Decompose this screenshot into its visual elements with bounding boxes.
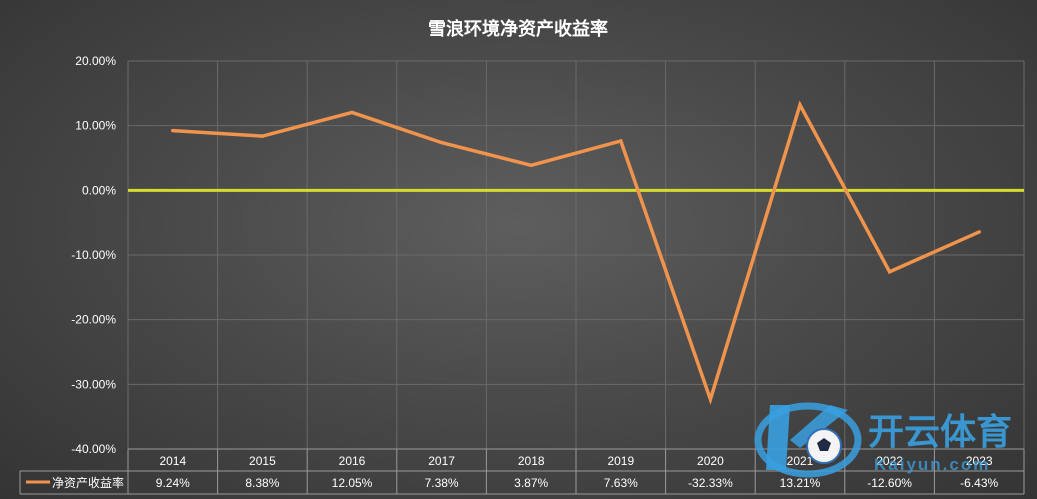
x-tick-label: 2020 bbox=[697, 454, 724, 468]
data-label: 8.38% bbox=[245, 476, 279, 490]
data-point bbox=[529, 163, 533, 167]
watermark-main-text: 开云体育 bbox=[868, 412, 1012, 453]
soccer-ball-patch bbox=[817, 438, 831, 451]
data-label: 7.38% bbox=[425, 476, 459, 490]
grid-lines bbox=[127, 60, 1025, 450]
data-label: -32.33% bbox=[688, 476, 733, 490]
y-tick-label: 10.00% bbox=[75, 119, 116, 133]
y-tick-label: 20.00% bbox=[75, 54, 116, 68]
legend-label: 净资产收益率 bbox=[52, 475, 124, 490]
data-label: 12.05% bbox=[332, 476, 373, 490]
data-point bbox=[798, 103, 802, 107]
logo-k-stem bbox=[766, 405, 790, 470]
data-label: 3.87% bbox=[514, 476, 548, 490]
data-point bbox=[708, 397, 713, 402]
x-tick-label: 2016 bbox=[339, 454, 366, 468]
y-tick-label: -30.00% bbox=[71, 377, 116, 391]
logo-k-arm bbox=[790, 405, 848, 448]
watermark-sub-text: Kaiyun.com bbox=[874, 455, 990, 474]
y-tick-label: -20.00% bbox=[71, 313, 116, 327]
data-point bbox=[260, 134, 264, 138]
data-point bbox=[171, 128, 175, 133]
x-tick-label: 2014 bbox=[159, 454, 186, 468]
x-tick-label: 2021 bbox=[787, 454, 814, 468]
data-point bbox=[619, 139, 623, 143]
y-axis: 20.00% 10.00% 0.00% -10.00% -20.00% -30.00% -4… bbox=[71, 54, 116, 456]
data-point bbox=[440, 141, 444, 145]
data-label: -6.43% bbox=[960, 476, 998, 490]
data-label: -12.60% bbox=[867, 476, 912, 490]
data-table: 2014 2015 2016 2017 2018 2019 2020 2021 2022 2023… bbox=[19, 448, 1025, 495]
data-label: 13.21% bbox=[780, 476, 821, 490]
x-tick-label: 2023 bbox=[966, 454, 993, 468]
x-tick-label: 2015 bbox=[249, 454, 276, 468]
x-tick-label: 2018 bbox=[518, 454, 545, 468]
data-point bbox=[977, 230, 981, 234]
data-point bbox=[888, 270, 892, 274]
series-lines bbox=[171, 100, 981, 406]
y-tick-label: 0.00% bbox=[82, 183, 116, 197]
y-tick-label: -10.00% bbox=[71, 248, 116, 262]
chart-title: 雪浪环境净资产收益率 bbox=[428, 18, 608, 40]
series-line bbox=[171, 100, 981, 406]
x-tick-label: 2017 bbox=[428, 454, 455, 468]
data-label: 9.24% bbox=[156, 476, 190, 490]
y-tick-label: -40.00% bbox=[71, 442, 116, 456]
logo-ring bbox=[754, 402, 862, 478]
watermark-logo: 开云体育 Kaiyun.com bbox=[754, 402, 1012, 478]
x-tick-label: 2022 bbox=[876, 454, 903, 468]
data-label: 7.63% bbox=[604, 476, 638, 490]
x-tick-label: 2019 bbox=[607, 454, 634, 468]
data-point bbox=[350, 110, 354, 115]
